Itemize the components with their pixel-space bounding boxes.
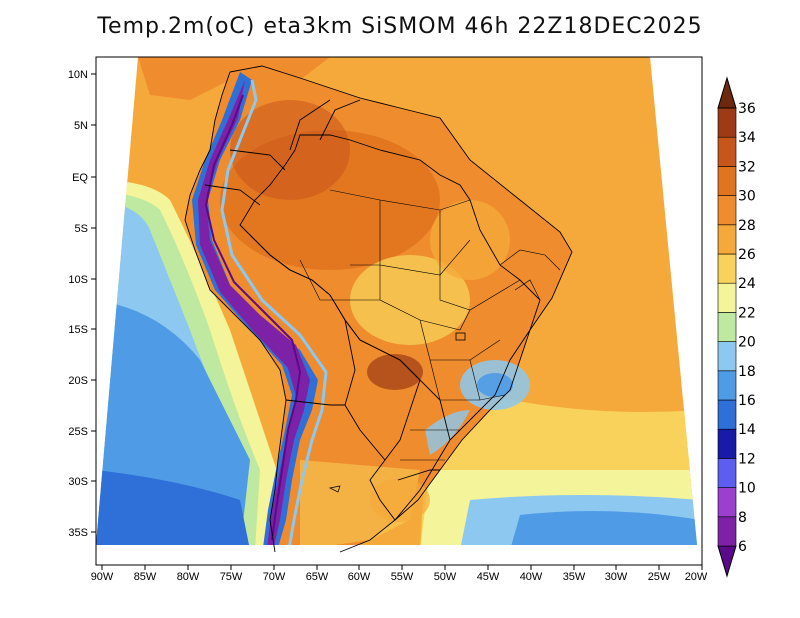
colorbar-label: 22: [738, 305, 756, 321]
caribbean-zone: [138, 57, 330, 100]
colorbar-bin: [717, 428, 737, 459]
colorbar-bin: [717, 516, 737, 547]
colorbar-label: 20: [738, 335, 756, 351]
lon-label: 80W: [177, 571, 200, 583]
lat-label: 30S: [68, 476, 88, 488]
colorbar-bin: [717, 282, 737, 313]
andes-core: [198, 80, 310, 545]
lon-label: 85W: [134, 571, 157, 583]
lat-label: 10N: [68, 69, 88, 81]
lon-label: 30W: [605, 571, 628, 583]
map-title: Temp.2m(oC) eta3km SiSMOM 46h 22Z18DEC20…: [97, 14, 703, 39]
map-frame: [95, 56, 703, 566]
pacific-band-16: [96, 470, 250, 545]
lon-label: 65W: [306, 571, 329, 583]
lat-label: 5S: [75, 223, 88, 235]
colorbar-label: 16: [738, 393, 756, 409]
colorbar-label: 14: [738, 422, 756, 438]
colorbar-max-triangle: [717, 76, 737, 109]
colorbar-min-triangle: [717, 545, 737, 578]
colorbar-label: 34: [738, 130, 756, 146]
lat-label: 10S: [68, 274, 88, 286]
lon-label: 75W: [220, 571, 243, 583]
lon-label: 25W: [648, 571, 671, 583]
lon-label: 20W: [685, 571, 708, 583]
lat-label: 5N: [74, 120, 88, 132]
longitude-labels: 90W 85W 80W 75W 70W 65W 60W 55W 50W 45W …: [91, 571, 708, 583]
south-brazil-cool: [425, 410, 470, 455]
lat-label: 25S: [68, 426, 88, 438]
lat-label: 15S: [68, 324, 88, 336]
lon-label: 70W: [263, 571, 286, 583]
colorbar-label: 12: [738, 451, 756, 467]
country-borders: [184, 65, 573, 553]
colorbar-bin: [717, 253, 737, 284]
colorbar-bin: [717, 399, 737, 430]
latitude-labels: 10N 5N EQ 5S 10S 15S 20S 25S 30S 35S: [68, 69, 89, 539]
colorbar-bin: [717, 136, 737, 167]
colorbar-label: 32: [738, 159, 756, 175]
lon-label: 50W: [434, 571, 457, 583]
lon-label: 35W: [563, 571, 586, 583]
colorbar-bin: [717, 458, 737, 488]
colorbar-label: 26: [738, 247, 756, 263]
colorbar-label: 6: [738, 539, 747, 555]
colorbar-label: 10: [738, 481, 756, 497]
colorbar-label: 30: [738, 189, 756, 205]
andes-east-edge: [220, 79, 328, 545]
lon-label: 55W: [391, 571, 414, 583]
lon-label: 90W: [91, 571, 114, 583]
colorbar-bin: [717, 370, 737, 401]
colorbar-label: 24: [738, 276, 756, 292]
lat-label: 35S: [68, 527, 88, 539]
lat-label: EQ: [72, 172, 88, 184]
lat-label: 20S: [68, 375, 88, 387]
colorbar-label: 28: [738, 218, 756, 234]
colorbar-bin: [717, 341, 737, 372]
colorbar: 6 8 10 12 14 16 18 20 22 24 26 28 30 32 34 36: [717, 76, 756, 578]
colorbar-bin: [717, 166, 737, 196]
colorbar-label: 18: [738, 364, 756, 380]
ocean-band-18: [510, 511, 697, 545]
axis-ticks: [91, 73, 703, 570]
colorbar-bin: [717, 224, 737, 255]
colorbar-bin: [717, 312, 737, 342]
lon-label: 40W: [520, 571, 543, 583]
chaco-heat-zone: [367, 354, 423, 390]
lon-label: 60W: [348, 571, 371, 583]
colorbar-bin: [717, 107, 737, 138]
colorbar-label: 8: [738, 510, 747, 526]
colorbar-bin: [717, 487, 737, 518]
lon-label: 45W: [477, 571, 500, 583]
colorbar-bin: [717, 195, 737, 226]
andes-peak-line: [204, 94, 302, 541]
colorbar-label: 36: [738, 101, 756, 117]
